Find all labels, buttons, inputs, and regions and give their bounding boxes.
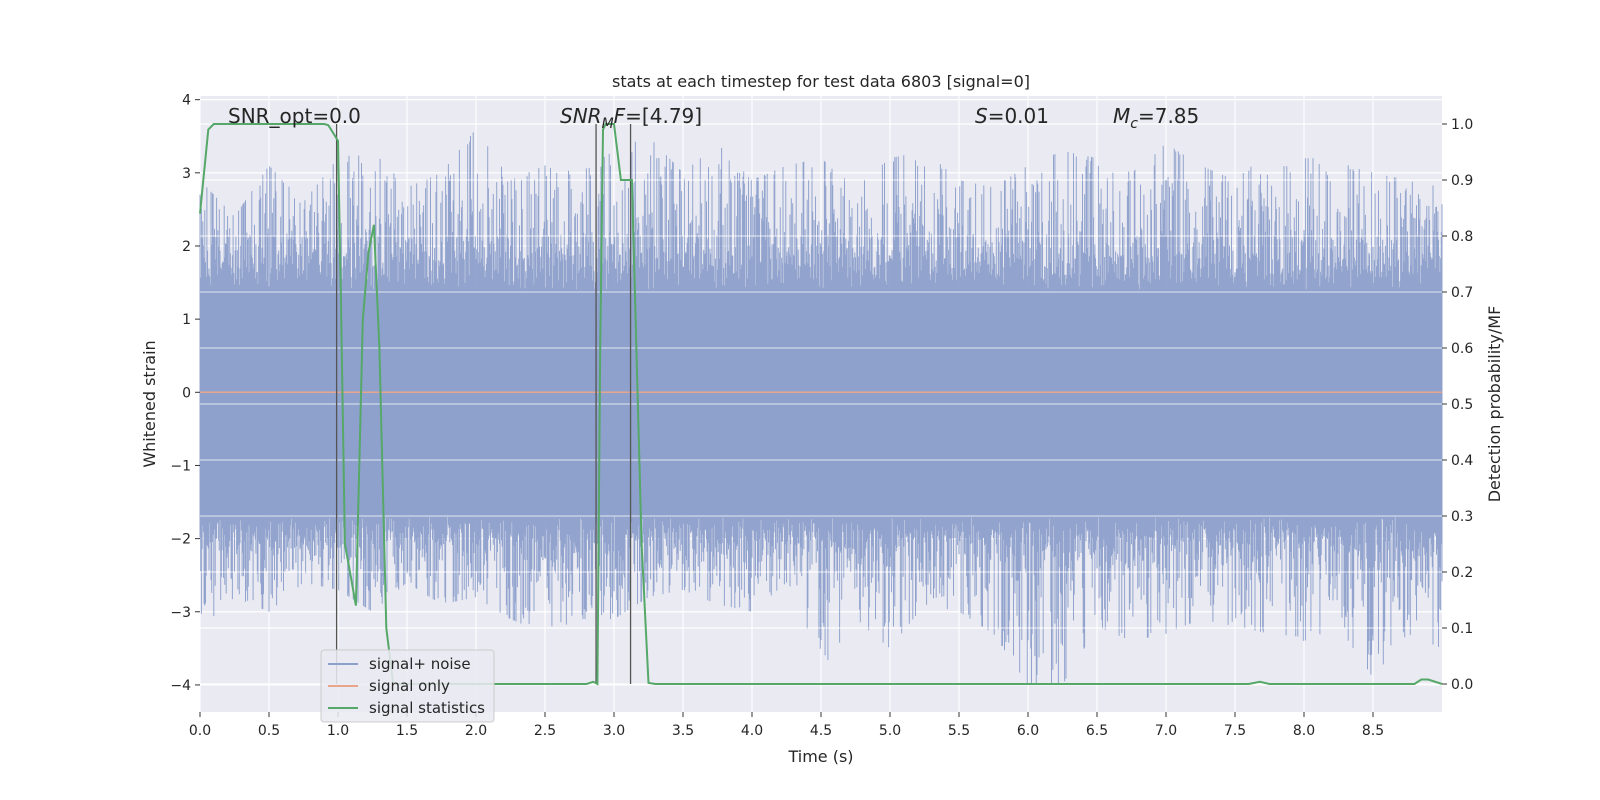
legend: signal+ noise signal only signal statist… [320, 649, 495, 723]
signal-statistics-line [199, 123, 1443, 686]
annotation-snr-opt: SNR_opt=0.0 [228, 104, 361, 128]
y-tick-label-left: 3 [182, 166, 191, 182]
x-tick-label: 4.5 [810, 723, 832, 739]
x-tick-label: 6.0 [1017, 723, 1039, 739]
mc-subscript: c [1130, 116, 1138, 132]
y-tick-label-right: 0.9 [1451, 173, 1473, 189]
y-tick-label-right: 0.5 [1451, 397, 1473, 413]
y-tick-label-left: −2 [170, 532, 191, 548]
noise-spikes [199, 132, 1443, 685]
y-tick-label-left: 4 [182, 93, 191, 109]
y-tick-label-right: 0.3 [1451, 509, 1473, 525]
mc-value: =7.85 [1138, 104, 1199, 128]
y-axis-label-left: Whitened strain [140, 340, 159, 467]
snr-mf-f: F [614, 104, 626, 128]
y-tick-label-right: 0.8 [1451, 229, 1473, 245]
y-tick-label-right: 0.7 [1451, 285, 1473, 301]
y-tick-label-right: 0.0 [1451, 677, 1473, 693]
mc-symbol: M [1113, 104, 1130, 128]
legend-box [320, 649, 495, 723]
y-tick-label-left: 2 [182, 239, 191, 255]
annotation-mc: Mc=7.85 [1113, 104, 1199, 132]
x-tick-label: 4.0 [741, 723, 763, 739]
s-symbol: S [975, 104, 988, 128]
s-value: =0.01 [988, 104, 1049, 128]
legend-label-noise: signal+ noise [369, 655, 471, 673]
y-tick-label-right: 0.4 [1451, 453, 1473, 469]
y-tick-label-left: 1 [182, 312, 191, 328]
x-tick-label: 7.5 [1224, 723, 1246, 739]
x-tick-label: 1.5 [396, 723, 418, 739]
x-tick-label: 2.5 [534, 723, 556, 739]
annotation-s: S=0.01 [975, 104, 1049, 128]
signal-noise-series [199, 123, 1443, 685]
legend-label-signal-only: signal only [369, 677, 450, 695]
y-tick-label-right: 0.1 [1451, 621, 1473, 637]
snr-mf-symbol: SNR [560, 104, 602, 128]
snr-mf-subscript: M [602, 116, 614, 132]
x-tick-label: 7.0 [1155, 723, 1177, 739]
legend-label-statistics: signal statistics [369, 699, 485, 717]
axis-ticks: 0.0 0.5 1.0 1.5 2.0 2.5 3.0 3.5 4.0 4.5 5.0 5.5 6.0 6… [170, 93, 1473, 739]
signal-statistics-series [199, 123, 1443, 686]
annotation-snr-mf: SNRMF=[4.79] [560, 104, 702, 132]
x-axis-label: Time (s) [787, 747, 853, 766]
chart-title: stats at each timestep for test data 680… [612, 72, 1030, 91]
x-tick-label: 5.0 [879, 723, 901, 739]
snr-mf-value: =[4.79] [625, 104, 702, 128]
y-tick-label-right: 0.2 [1451, 565, 1473, 581]
x-tick-label: 0.5 [258, 723, 280, 739]
x-tick-label: 8.5 [1362, 723, 1384, 739]
y-tick-label-left: −4 [170, 678, 191, 694]
y-tick-label-left: 0 [182, 385, 191, 401]
y-tick-label-right: 0.6 [1451, 341, 1473, 357]
x-tick-label: 2.0 [465, 723, 487, 739]
detection-vlines [335, 124, 632, 684]
x-tick-label: 5.5 [948, 723, 970, 739]
x-tick-label: 1.0 [327, 723, 349, 739]
x-tick-label: 3.0 [603, 723, 625, 739]
y-tick-label-left: −1 [170, 458, 191, 474]
x-tick-label: 0.0 [189, 723, 211, 739]
x-tick-label: 3.5 [672, 723, 694, 739]
y-axis-label-right: Detection probability/MF [1485, 306, 1504, 503]
x-tick-label: 8.0 [1293, 723, 1315, 739]
y-tick-label-right: 1.0 [1451, 117, 1473, 133]
y-tick-label-left: −3 [170, 605, 191, 621]
x-tick-label: 6.5 [1086, 723, 1108, 739]
